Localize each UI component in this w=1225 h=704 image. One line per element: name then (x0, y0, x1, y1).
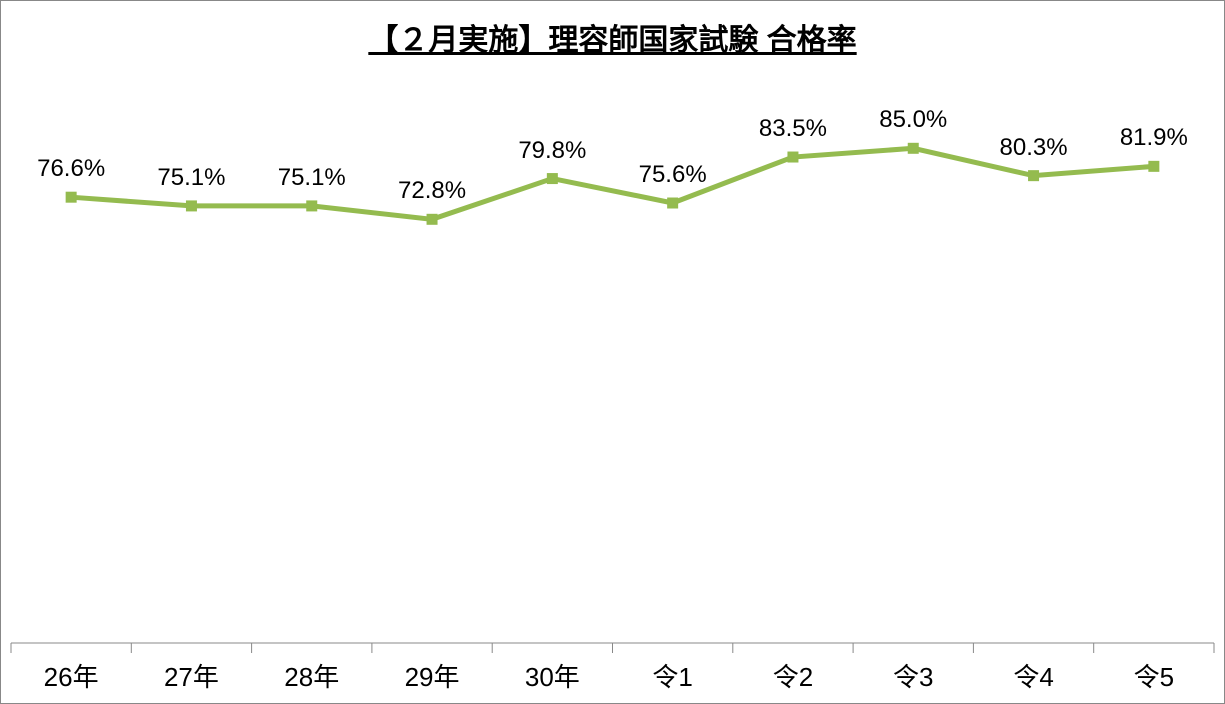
data-label: 83.5% (759, 115, 827, 143)
data-label: 75.6% (639, 161, 707, 189)
series-line (71, 148, 1154, 219)
chart-container: 【２月実施】理容師国家試験 合格率 76.6% 75.1% 75.1% 72.8% 79… (0, 0, 1225, 704)
plot-area: 76.6% 75.1% 75.1% 72.8% 79.8% 75.6% 83.5% 85.0%… (11, 61, 1214, 643)
data-label: 80.3% (1000, 134, 1068, 162)
data-label: 75.1% (157, 164, 225, 192)
data-marker (908, 143, 918, 153)
data-label: 81.9% (1120, 124, 1188, 152)
data-marker (66, 192, 76, 202)
data-marker (1149, 161, 1159, 171)
x-axis-label: 27年 (164, 657, 219, 694)
data-label: 75.1% (278, 164, 346, 192)
x-axis-label: 令1 (652, 657, 692, 694)
chart-title: 【２月実施】理容師国家試験 合格率 (1, 1, 1224, 65)
x-axis-label: 28年 (284, 657, 339, 694)
x-axis-label: 令5 (1134, 657, 1174, 694)
x-axis-label: 令3 (893, 657, 933, 694)
data-marker (427, 214, 437, 224)
data-label: 76.6% (37, 155, 105, 183)
x-axis-label: 令2 (773, 657, 813, 694)
x-axis-label: 30年 (525, 657, 580, 694)
data-marker (788, 152, 798, 162)
x-axis-label: 26年 (44, 657, 99, 694)
data-label: 85.0% (879, 106, 947, 134)
x-axis-label: 令4 (1013, 657, 1053, 694)
data-label: 79.8% (518, 137, 586, 165)
x-axis-label: 29年 (405, 657, 460, 694)
data-marker (1029, 171, 1039, 181)
x-axis: 26年 27年 28年 29年 30年 令1 令2 令3 令4 令5 (11, 643, 1214, 693)
data-label: 72.8% (398, 177, 466, 205)
data-marker (547, 174, 557, 184)
data-marker (186, 201, 196, 211)
data-marker (668, 198, 678, 208)
data-marker (307, 201, 317, 211)
